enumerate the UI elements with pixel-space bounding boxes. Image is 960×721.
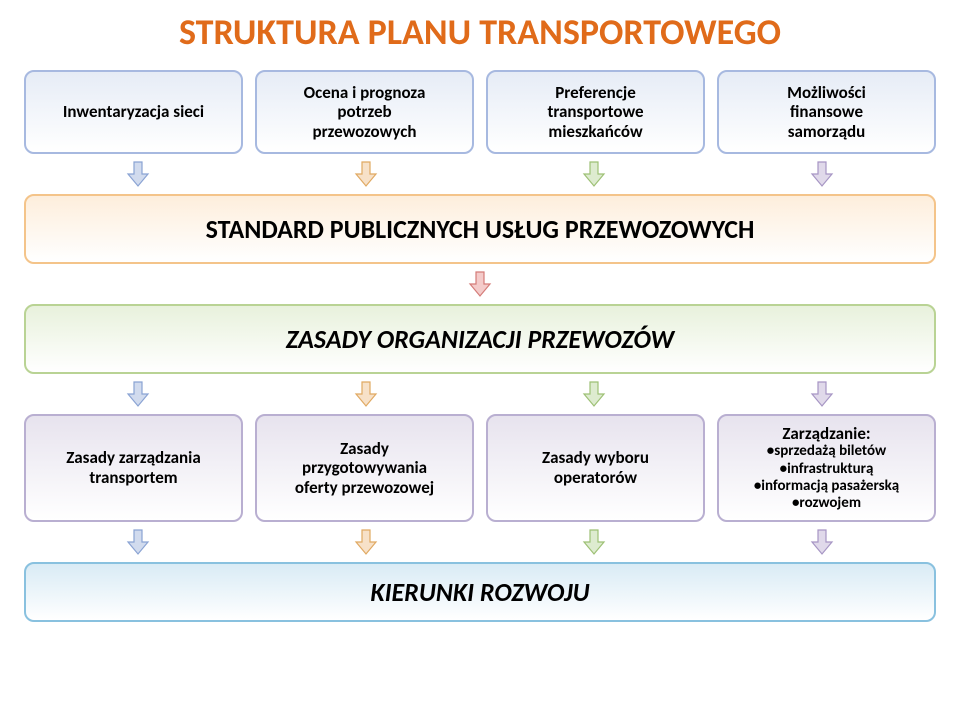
top-box-1: Ocena i prognozapotrzebprzewozowych [255,70,474,154]
arrow-down-icon [810,380,834,408]
arrow-down-icon [354,528,378,556]
bullet-item: •sprzedażą biletów [754,443,899,460]
page-title: STRUKTURA PLANU TRANSPORTOWEGO [20,10,940,54]
level1-label: STANDARD PUBLICZNYCH USŁUG PRZEWOZOWYCH [206,213,755,245]
bullet-item: •rozwojem [754,495,899,512]
top-row: Inwentaryzacja sieci Ocena i prognozapotr… [24,70,936,154]
mid-arrow-1-wrap [20,270,940,298]
arrow-down-icon [582,160,606,188]
arrow-down-icon [810,160,834,188]
bottom-box-line: oferty przewozowej [295,478,434,498]
bottom-box-line: Zasady [340,439,389,459]
bottom-box-line: przygotowywania [302,458,427,478]
arrow-down-icon [582,528,606,556]
level3-label: KIERUNKI ROZWOJU [370,576,589,608]
arrow-slot [252,528,480,556]
level3-box: KIERUNKI ROZWOJU [24,562,936,622]
bottom-box-0: Zasady zarządzaniatransportem [24,414,243,522]
top-box-0: Inwentaryzacja sieci [24,70,243,154]
arrow-down-icon [582,380,606,408]
level2-box: ZASADY ORGANIZACJI PRZEWOZÓW [24,304,936,374]
top-box-line: potrzeb [337,102,391,122]
arrow-down-icon [810,528,834,556]
bottom-box-bullets: •sprzedażą biletów•infrastrukturą•inform… [754,443,899,512]
arrow-slot [708,160,936,188]
top-box-line: samorządu [788,122,866,142]
arrow-down-icon [468,270,492,298]
bottom-arrows [24,528,936,556]
bottom-box-line: Zasady zarządzania [66,448,201,468]
top-box-line: Inwentaryzacja sieci [63,102,204,122]
top-arrows [24,160,936,188]
top-box-line: transportowe [547,102,643,122]
arrow-slot [480,380,708,408]
top-box-line: Możliwości [787,83,866,103]
mid-arrows [24,380,936,408]
arrow-slot [252,160,480,188]
bullet-item: •infrastrukturą [754,461,899,478]
top-box-3: Możliwościfinansowesamorządu [717,70,936,154]
bottom-box-line: transportem [89,468,177,488]
top-box-line: Ocena i prognoza [304,83,426,103]
arrow-slot [252,380,480,408]
arrow-slot [24,528,252,556]
top-box-2: Preferencjetransportowemieszkańców [486,70,705,154]
bottom-box-1: Zasadyprzygotowywaniaoferty przewozowej [255,414,474,522]
arrow-slot [24,160,252,188]
top-box-line: przewozowych [312,122,416,142]
arrow-down-icon [126,160,150,188]
arrow-down-icon [354,160,378,188]
arrow-slot [480,528,708,556]
top-box-line: mieszkańców [548,122,642,142]
level1-box: STANDARD PUBLICZNYCH USŁUG PRZEWOZOWYCH [24,194,936,264]
top-box-line: finansowe [790,102,863,122]
bottom-row: Zasady zarządzaniatransportemZasadyprzyg… [24,414,936,522]
bottom-box-2: Zasady wyboruoperatorów [486,414,705,522]
arrow-down-icon [354,380,378,408]
level2-label: ZASADY ORGANIZACJI PRZEWOZÓW [286,323,674,355]
bullet-item: •informacją pasażerską [754,478,899,495]
arrow-slot [480,160,708,188]
top-box-line: Preferencje [555,83,636,103]
bottom-box-line: Zasady wyboru [542,448,649,468]
arrow-down-icon [126,380,150,408]
arrow-slot [24,380,252,408]
bottom-box-line: Zarządzanie: [782,424,870,444]
arrow-slot [708,528,936,556]
bottom-box-3: Zarządzanie:•sprzedażą biletów•infrastru… [717,414,936,522]
bottom-box-line: operatorów [554,468,637,488]
arrow-slot [708,380,936,408]
arrow-down-icon [126,528,150,556]
